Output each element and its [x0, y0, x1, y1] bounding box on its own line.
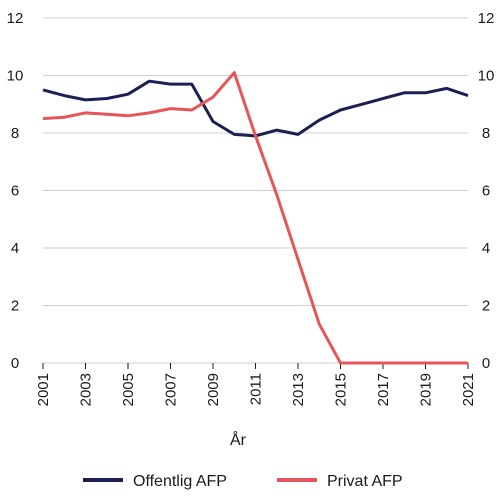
y-tick-label-right: 6: [482, 183, 490, 200]
y-tick-label-left: 4: [11, 240, 19, 257]
gridlines: [43, 17, 468, 364]
legend-label-1: Offentlig AFP: [133, 473, 227, 490]
y-tick-label-left: 12: [7, 10, 24, 27]
x-tick-label: 2005: [120, 373, 137, 406]
y-axis-left: 0 2 4 6 8 10 12: [7, 10, 24, 372]
x-axis-label: År: [230, 430, 247, 449]
legend-label-2: Privat AFP: [327, 473, 403, 490]
x-tick-label: 2019: [418, 373, 435, 406]
x-tick-label: 2011: [248, 373, 265, 405]
x-tick-label: 2009: [205, 373, 222, 406]
y-tick-label-left: 2: [11, 298, 19, 315]
y-tick-label-left: 0: [11, 355, 19, 372]
y-tick-label-right: 10: [478, 68, 495, 85]
y-tick-label-right: 0: [482, 355, 490, 372]
x-tick-label: 2015: [333, 373, 350, 406]
series-line-1: [42, 79, 469, 138]
x-tick-label: 2013: [290, 373, 307, 406]
x-tick-label: 2003: [78, 373, 95, 406]
y-tick-label-left: 8: [11, 125, 19, 142]
y-tick-label-right: 12: [478, 10, 495, 27]
x-tick-label: 2007: [163, 373, 180, 406]
y-axis-right: 0 2 4 6 8 10 12: [478, 10, 495, 372]
series-line-2: [42, 71, 468, 365]
x-tick-label: 2001: [35, 373, 52, 406]
y-tick-label-left: 6: [11, 183, 19, 200]
x-tick-label: 2021: [460, 373, 477, 406]
x-axis: 2001 2003 2005 2007 2009 2011 2013 2015 2017 2019…: [35, 363, 477, 406]
x-tick-label: 2017: [375, 373, 392, 406]
y-tick-label-right: 8: [482, 125, 490, 142]
y-tick-label-right: 2: [482, 298, 490, 315]
legend: Offentlig AFP Privat AFP: [83, 473, 403, 490]
y-tick-label-left: 10: [7, 68, 24, 85]
series-lines: [42, 71, 469, 365]
y-tick-label-right: 4: [482, 240, 490, 257]
